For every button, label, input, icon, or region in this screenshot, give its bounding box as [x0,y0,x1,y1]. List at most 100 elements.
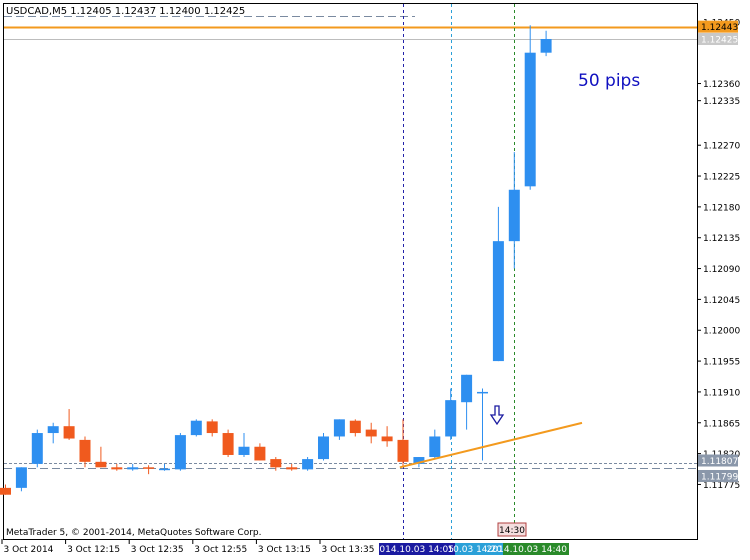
candle-6 [95,446,107,468]
candle-0 [0,484,11,495]
y-tick-label: 1.12180 [703,203,740,213]
price-label-text: 1.11807 [701,457,738,467]
candle-body [270,459,282,468]
time-label-1: 10.03 14:20 [447,543,504,555]
y-tick-label: 1.11865 [703,419,740,429]
candle-body [429,436,441,458]
candle-11 [174,433,186,471]
candle-body [508,189,520,242]
candle-body [206,421,218,434]
candle-27 [429,429,441,460]
candle-body [79,439,91,462]
trendline-group [399,421,583,469]
price-label-bg [698,20,738,33]
candle-33 [524,25,536,190]
candle-body [524,52,536,187]
candle-19 [302,457,314,471]
candle-17 [270,457,282,471]
candle-body [413,457,425,464]
candle-14 [222,429,234,458]
candle-body [302,459,314,470]
y-tick-label: 1.12000 [703,327,740,337]
candle-12 [190,419,202,437]
candle-body [31,433,43,464]
candle-30 [477,388,488,461]
candle-9 [143,465,155,475]
candle-body [349,420,361,434]
candle-7 [111,463,123,471]
candle-1 [15,467,27,492]
candle-34 [540,30,552,57]
time-label-text: 2014.10.03 14:05 [374,545,454,555]
x-tick-label: 3 Oct 2014 [4,545,54,555]
svg-text:14:30: 14:30 [499,526,525,536]
candle-8 [127,463,139,471]
candle-13 [206,419,218,437]
candle-body [127,467,139,470]
time-label-0: 2014.10.03 14:05 [374,543,456,555]
candle-29 [461,374,473,430]
y-tick-label: 1.12360 [703,80,740,90]
candle-body [159,468,170,471]
y-axis: 1.124501.123601.123351.122701.122251.121… [697,18,740,491]
candle-body [254,446,266,461]
candle-31 [492,206,504,362]
candle-body [445,400,457,437]
pips-annotation: 50 pips [578,71,640,91]
price-label-text: 1.11799 [701,472,738,482]
price-label-3: 1.11799 [698,469,738,482]
price-label-bg [698,469,738,482]
x-tick-label: 3 Oct 13:15 [258,545,311,555]
candle-body [477,391,488,394]
time-label-text: 2014.10.03 14:40 [487,545,568,555]
candle-body [461,374,473,403]
candle-15 [238,433,250,458]
time-marker: 14:30 [497,522,527,537]
x-axis: 3 Oct 2014 3 Oct 12:15 3 Oct 12:35 3 Oct 12… [1,539,569,555]
candle-body [143,467,155,469]
candle-body [381,436,393,442]
symbol-info: USDCAD,M5 1.12405 1.12437 1.12400 1.1242… [6,6,245,17]
candle-body [174,435,186,470]
copyright-text: MetaTrader 5, © 2001-2014, MetaQuotes So… [6,528,262,538]
candle-20 [318,433,329,461]
candle-22 [349,419,361,437]
candle-5 [79,436,91,468]
candle-18 [286,463,298,471]
candle-body [222,433,234,455]
y-tick-label: 1.12270 [703,142,740,152]
candle-23 [365,422,377,444]
trendline [399,421,583,469]
time-label-bg [503,543,569,555]
candle-body [47,426,59,434]
price-label-bg [698,454,738,467]
time-label-bg [379,543,456,555]
candle-body [540,38,552,53]
time-label-2: 2014.10.03 14:40 [487,543,569,555]
candle-body [63,426,75,439]
candle-body [0,487,11,495]
arrow-up-icon [489,405,505,426]
price-label-2: 1.11807 [698,454,738,467]
candle-body [15,467,27,488]
candle-25 [397,419,409,468]
y-tick-label: 1.12045 [703,296,740,306]
y-tick-label: 1.12335 [703,97,740,107]
x-tick-label: 3 Oct 12:55 [194,545,247,555]
candle-body [365,429,377,437]
y-tick-label: 1.12135 [703,234,740,244]
candle-body [492,241,504,362]
x-tick-label: 3 Oct 12:35 [131,545,184,555]
plot-frame [3,3,698,540]
candle-body [111,467,123,470]
y-tick-label: 1.11775 [703,481,740,491]
candle-body [318,436,329,460]
candle-body [190,420,202,436]
y-tick-label: 1.12090 [703,265,740,275]
candle-body [397,439,409,462]
candles [0,25,552,495]
candle-10 [159,463,170,471]
candle-32 [508,152,520,269]
price-label-text: 1.12425 [701,35,738,45]
